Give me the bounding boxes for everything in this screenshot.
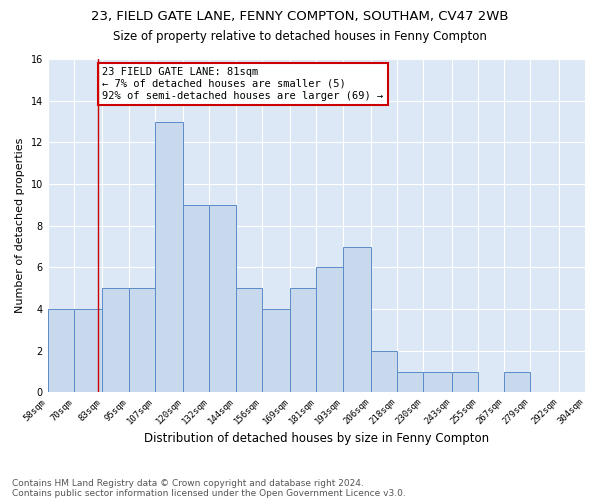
Bar [343, 246, 371, 392]
Bar [74, 309, 103, 392]
Bar [371, 350, 397, 393]
Text: 23, FIELD GATE LANE, FENNY COMPTON, SOUTHAM, CV47 2WB: 23, FIELD GATE LANE, FENNY COMPTON, SOUT… [91, 10, 509, 23]
Bar [397, 372, 424, 392]
Bar [155, 122, 183, 392]
Text: Contains public sector information licensed under the Open Government Licence v3: Contains public sector information licen… [12, 488, 406, 498]
Bar [452, 372, 478, 392]
X-axis label: Distribution of detached houses by size in Fenny Compton: Distribution of detached houses by size … [144, 432, 489, 445]
Bar [424, 372, 452, 392]
Bar [103, 288, 128, 393]
Bar [48, 309, 74, 392]
Text: Size of property relative to detached houses in Fenny Compton: Size of property relative to detached ho… [113, 30, 487, 43]
Bar [209, 205, 236, 392]
Bar [504, 372, 530, 392]
Text: 23 FIELD GATE LANE: 81sqm
← 7% of detached houses are smaller (5)
92% of semi-de: 23 FIELD GATE LANE: 81sqm ← 7% of detach… [103, 68, 383, 100]
Bar [262, 309, 290, 392]
Bar [316, 268, 343, 392]
Bar [290, 288, 316, 393]
Y-axis label: Number of detached properties: Number of detached properties [15, 138, 25, 314]
Bar [236, 288, 262, 393]
Bar [128, 288, 155, 393]
Text: Contains HM Land Registry data © Crown copyright and database right 2024.: Contains HM Land Registry data © Crown c… [12, 478, 364, 488]
Bar [183, 205, 209, 392]
